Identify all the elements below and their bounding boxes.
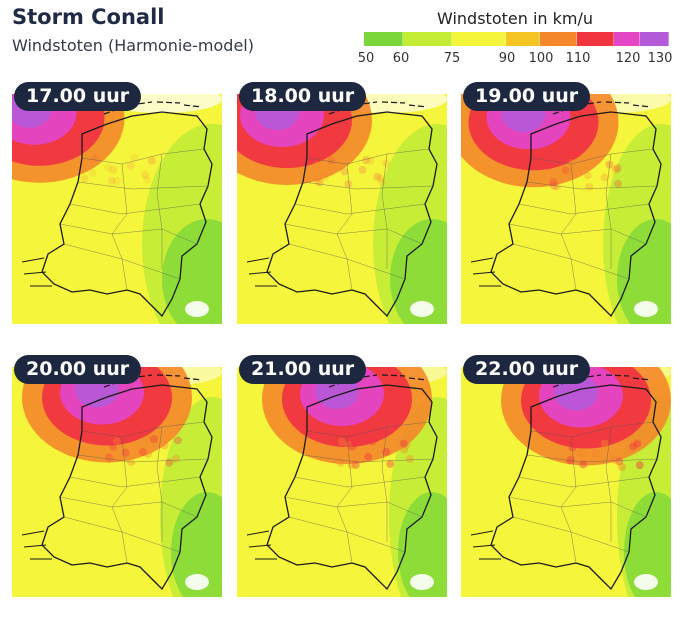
forecast-panel: 17.00 uur xyxy=(12,82,222,324)
legend-tick-label: 60 xyxy=(392,51,410,66)
time-badge: 21.00 uur xyxy=(239,355,367,384)
legend-tick-label: 110 xyxy=(565,51,591,66)
legend-band-90 xyxy=(506,32,541,46)
legend-tick-label: 90 xyxy=(498,51,516,66)
legend-tick-label: 50 xyxy=(357,51,375,66)
forecast-panel: 22.00 uur xyxy=(461,355,671,597)
time-badge: 17.00 uur xyxy=(14,82,142,111)
legend-color-bar xyxy=(364,32,670,46)
legend-tick-label: 75 xyxy=(443,51,461,66)
forecast-panel: 21.00 uur xyxy=(237,355,447,597)
page-subtitle: Windstoten (Harmonie-model) xyxy=(12,36,254,55)
wind-gust-map xyxy=(237,94,447,324)
time-badge: 22.00 uur xyxy=(463,355,591,384)
legend-band-130 xyxy=(639,32,670,46)
legend-band-120 xyxy=(614,32,640,46)
forecast-panel: 19.00 uur xyxy=(461,82,671,324)
legend-band-75 xyxy=(451,32,507,46)
legend-title: Windstoten in km/u xyxy=(437,9,594,28)
wind-gust-map xyxy=(461,94,671,324)
wind-gust-map xyxy=(461,367,671,597)
time-badge: 18.00 uur xyxy=(239,82,367,111)
time-badge: 20.00 uur xyxy=(14,355,142,384)
legend-band-60 xyxy=(402,32,452,46)
wind-gust-map xyxy=(237,367,447,597)
legend-band-50 xyxy=(364,32,403,46)
forecast-panel: 18.00 uur xyxy=(237,82,447,324)
forecast-panel: 20.00 uur xyxy=(12,355,222,597)
wind-gust-map xyxy=(12,94,222,324)
page-title: Storm Conall xyxy=(12,5,165,29)
legend-tick-label: 130 xyxy=(647,51,673,66)
time-badge: 19.00 uur xyxy=(463,82,591,111)
legend-tick-label: 120 xyxy=(615,51,641,66)
legend-band-110 xyxy=(577,32,615,46)
legend-tick-label: 100 xyxy=(528,51,554,66)
wind-gust-map xyxy=(12,367,222,597)
legend-band-100 xyxy=(540,32,578,46)
